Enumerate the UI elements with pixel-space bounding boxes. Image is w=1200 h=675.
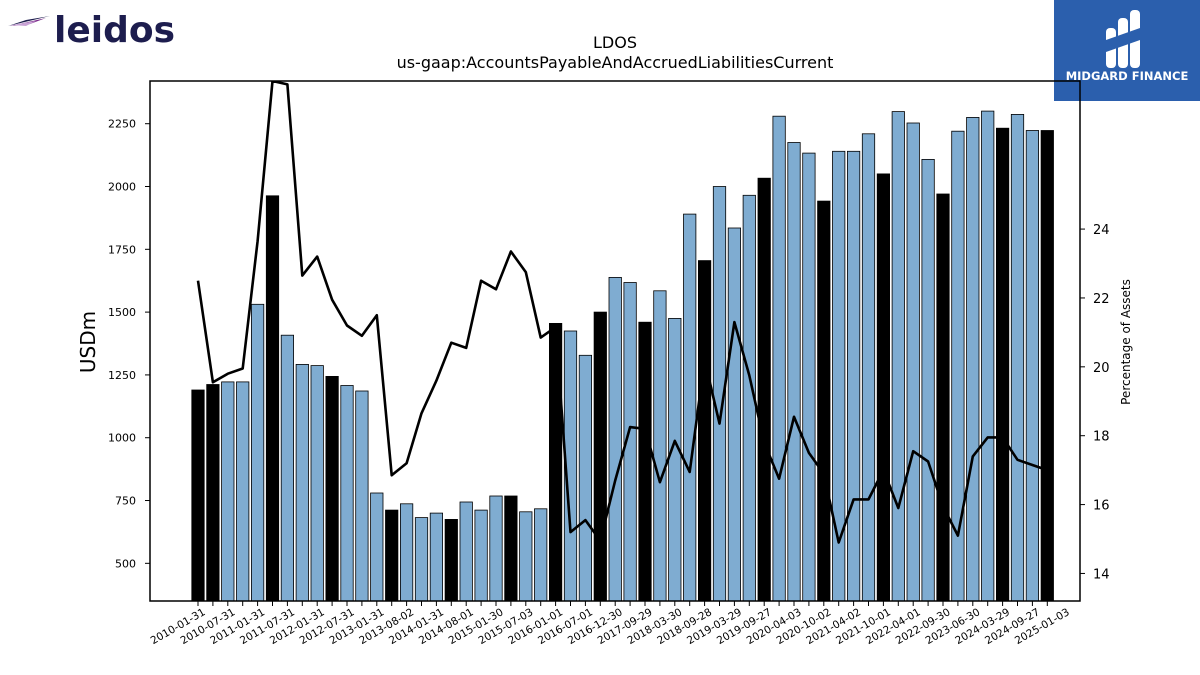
bar-2024-06-28	[1010, 114, 1025, 601]
y-tick-label: 1250	[108, 369, 136, 382]
plot-frame	[149, 80, 1081, 602]
bar-2012-10-31	[355, 390, 369, 601]
bar-2010-01-31	[191, 389, 205, 601]
bar-2022-07-01	[921, 158, 935, 601]
bar-2015-07-03	[519, 511, 533, 601]
y2-tick-label: 16	[1093, 499, 1110, 514]
bar-2023-06-30	[966, 117, 980, 601]
y2-tick-label: 18	[1093, 430, 1110, 445]
y-axis-ticks: 500 750 1000 1250 1500 1750 2000 2250	[108, 118, 150, 570]
bar-series	[191, 110, 1054, 601]
bar-2015-04-03	[504, 495, 518, 601]
bar-2023-09-29	[981, 110, 995, 601]
chart-title: LDOS	[593, 33, 637, 52]
y-tick-label: 500	[115, 557, 136, 570]
bar-2013-01-31	[370, 492, 384, 601]
leidos-logo-mark-light-icon	[12, 21, 36, 26]
y-tick-label: 1750	[108, 243, 136, 256]
y2-tick-label: 24	[1093, 223, 1110, 238]
bar-2016-09-30	[593, 311, 607, 601]
midgard-finance-logo: MIDGARD FINANCE	[1054, 0, 1200, 101]
bar-2015-10-02	[534, 508, 548, 601]
bar-2022-09-30	[936, 193, 950, 601]
y2-tick-label: 22	[1093, 292, 1110, 307]
bar-2025-01-03	[1040, 130, 1054, 601]
chart-subtitle: us-gaap:AccountsPayableAndAccruedLiabili…	[397, 53, 834, 72]
bar-2012-04-30	[325, 375, 339, 601]
bar-2014-08-01	[459, 501, 473, 601]
bar-2021-01-01	[832, 150, 846, 601]
bar-2020-04-03	[787, 142, 801, 601]
leidos-logo: leidos	[8, 10, 175, 51]
y-tick-label: 1500	[108, 306, 136, 319]
bar-2014-05-02	[444, 519, 458, 601]
bar-2020-10-02	[817, 200, 831, 601]
bar-2021-10-01	[876, 173, 891, 601]
bar-2021-04-02	[847, 150, 861, 601]
bar-2022-04-01	[906, 122, 920, 601]
line-series	[196, 81, 1048, 544]
y-tick-label: 750	[115, 495, 136, 508]
bar-2017-09-29	[638, 321, 652, 601]
bar-2014-01-31	[429, 512, 444, 601]
bar-2024-03-29	[996, 127, 1010, 601]
bar-2010-10-31	[236, 381, 250, 601]
bar-2024-09-27	[1025, 130, 1039, 601]
bar-2011-07-31	[280, 334, 295, 601]
bar-2018-06-29	[683, 213, 697, 601]
bar-2014-10-31	[474, 509, 488, 601]
y-tick-label: 1000	[108, 432, 136, 445]
y-tick-label: 2000	[108, 181, 136, 194]
bar-2013-08-02	[399, 503, 414, 601]
y-tick-label: 2250	[108, 118, 136, 131]
bar-2013-11-01	[414, 517, 429, 601]
bar-2016-04-01	[563, 330, 578, 601]
bar-2012-07-31	[340, 385, 354, 601]
y-axis-label: USDm	[76, 311, 100, 373]
bar-2010-04-30	[206, 384, 220, 601]
bar-2010-07-31	[221, 381, 235, 601]
bar-2015-01-30	[489, 495, 503, 601]
bar-2018-09-28	[698, 260, 712, 601]
y2-tick-label: 14	[1093, 567, 1110, 582]
midgard-logo-m-icon	[1106, 10, 1140, 68]
bar-2019-09-27	[757, 177, 771, 601]
midgard-logo-text: MIDGARD FINANCE	[1066, 69, 1189, 83]
bar-2016-12-30	[608, 276, 622, 601]
leidos-logo-mark-icon	[8, 16, 50, 26]
percentage-of-assets-line	[196, 81, 1048, 544]
bar-2017-06-30	[623, 282, 637, 601]
bar-2017-12-29	[653, 290, 667, 601]
bar-2011-04-30	[265, 195, 280, 601]
bar-2011-10-31	[295, 363, 309, 601]
bar-2021-07-02	[861, 133, 876, 601]
x-axis-ticks: 2010-01-312010-07-312011-01-312011-07-31…	[149, 601, 1072, 647]
y2-tick-label: 20	[1093, 361, 1110, 376]
bar-2012-01-31	[310, 365, 324, 601]
bar-2016-07-01	[578, 354, 593, 601]
y2-axis-label: Percentage of Assets	[1119, 279, 1133, 405]
bar-2020-01-03	[772, 115, 786, 601]
bar-2016-01-01	[549, 322, 563, 601]
y2-axis-ticks: 14 16 18 20 22 24	[1080, 223, 1110, 582]
bar-2020-07-03	[802, 152, 816, 601]
bar-2011-01-31	[250, 303, 265, 601]
bar-2018-03-30	[668, 317, 682, 601]
bar-2019-03-29	[727, 227, 742, 601]
bar-2021-12-31	[891, 111, 905, 601]
bar-2013-05-03	[385, 509, 399, 601]
leidos-logo-text: leidos	[54, 10, 175, 51]
